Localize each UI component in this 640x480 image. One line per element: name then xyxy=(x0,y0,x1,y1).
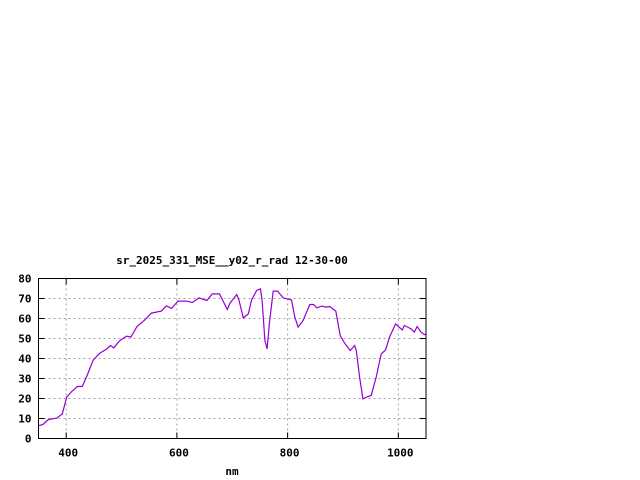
x-tick-label: 800 xyxy=(280,447,300,460)
y-tick-label: 70 xyxy=(18,293,31,306)
series-line xyxy=(38,288,426,427)
y-tick-label: 50 xyxy=(18,333,31,346)
x-axis-label: nm xyxy=(225,465,239,478)
y-tick-label: 20 xyxy=(18,393,31,406)
x-tick-label: 600 xyxy=(169,447,189,460)
y-tick-label: 30 xyxy=(18,373,31,386)
x-tick-label: 1000 xyxy=(387,447,414,460)
x-tick-label: 400 xyxy=(58,447,78,460)
y-tick-label: 10 xyxy=(18,413,31,426)
y-tick-label: 40 xyxy=(18,353,31,366)
y-tick-label: 60 xyxy=(18,313,31,326)
grid xyxy=(38,278,426,439)
chart-title: sr_2025_331_MSE__y02_r_rad 12-30-00 xyxy=(116,254,348,267)
axis-ticks: 0 10 20 30 40 50 60 70 80 400 600 800 1000 xyxy=(18,273,426,460)
plot-border xyxy=(38,278,427,439)
y-tick-label: 0 xyxy=(25,433,32,446)
y-tick-label: 80 xyxy=(18,273,31,286)
